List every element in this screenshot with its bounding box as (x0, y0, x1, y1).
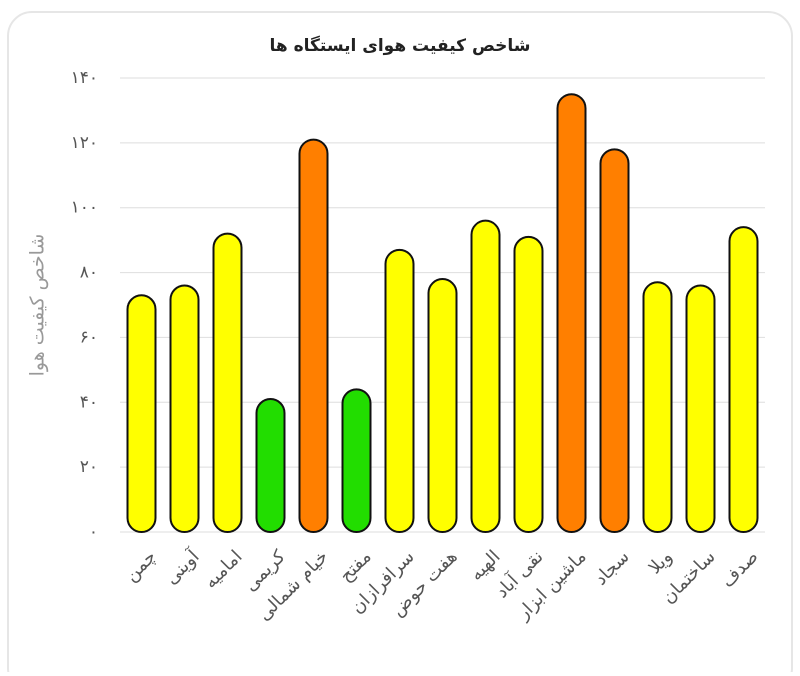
y-axis-label: شاخص کیفیت هوا (27, 234, 49, 377)
bar (169, 284, 200, 533)
y-tick-label: ۰ (89, 522, 98, 542)
bar (728, 226, 759, 534)
bar (513, 235, 544, 533)
bar (427, 278, 458, 533)
bar (126, 294, 157, 533)
y-tick-label: ۱۰۰ (71, 198, 98, 218)
bar (470, 219, 501, 534)
bar (556, 93, 587, 533)
bar (341, 388, 372, 534)
y-tick-label: ۸۰ (80, 263, 98, 283)
y-tick-label: ۱۴۰ (71, 68, 98, 88)
bar (255, 398, 286, 533)
bar (599, 148, 630, 533)
chart-title: شاخص کیفیت هوای ایستگاه ها (270, 35, 531, 56)
y-tick-label: ۱۲۰ (71, 133, 98, 153)
bar (642, 281, 673, 533)
bar (298, 138, 329, 533)
bar (212, 232, 243, 534)
y-tick-label: ۲۰ (80, 457, 98, 477)
bar (384, 248, 415, 533)
y-tick-label: ۶۰ (80, 327, 98, 347)
y-tick-label: ۴۰ (80, 392, 98, 412)
bar (685, 284, 716, 533)
